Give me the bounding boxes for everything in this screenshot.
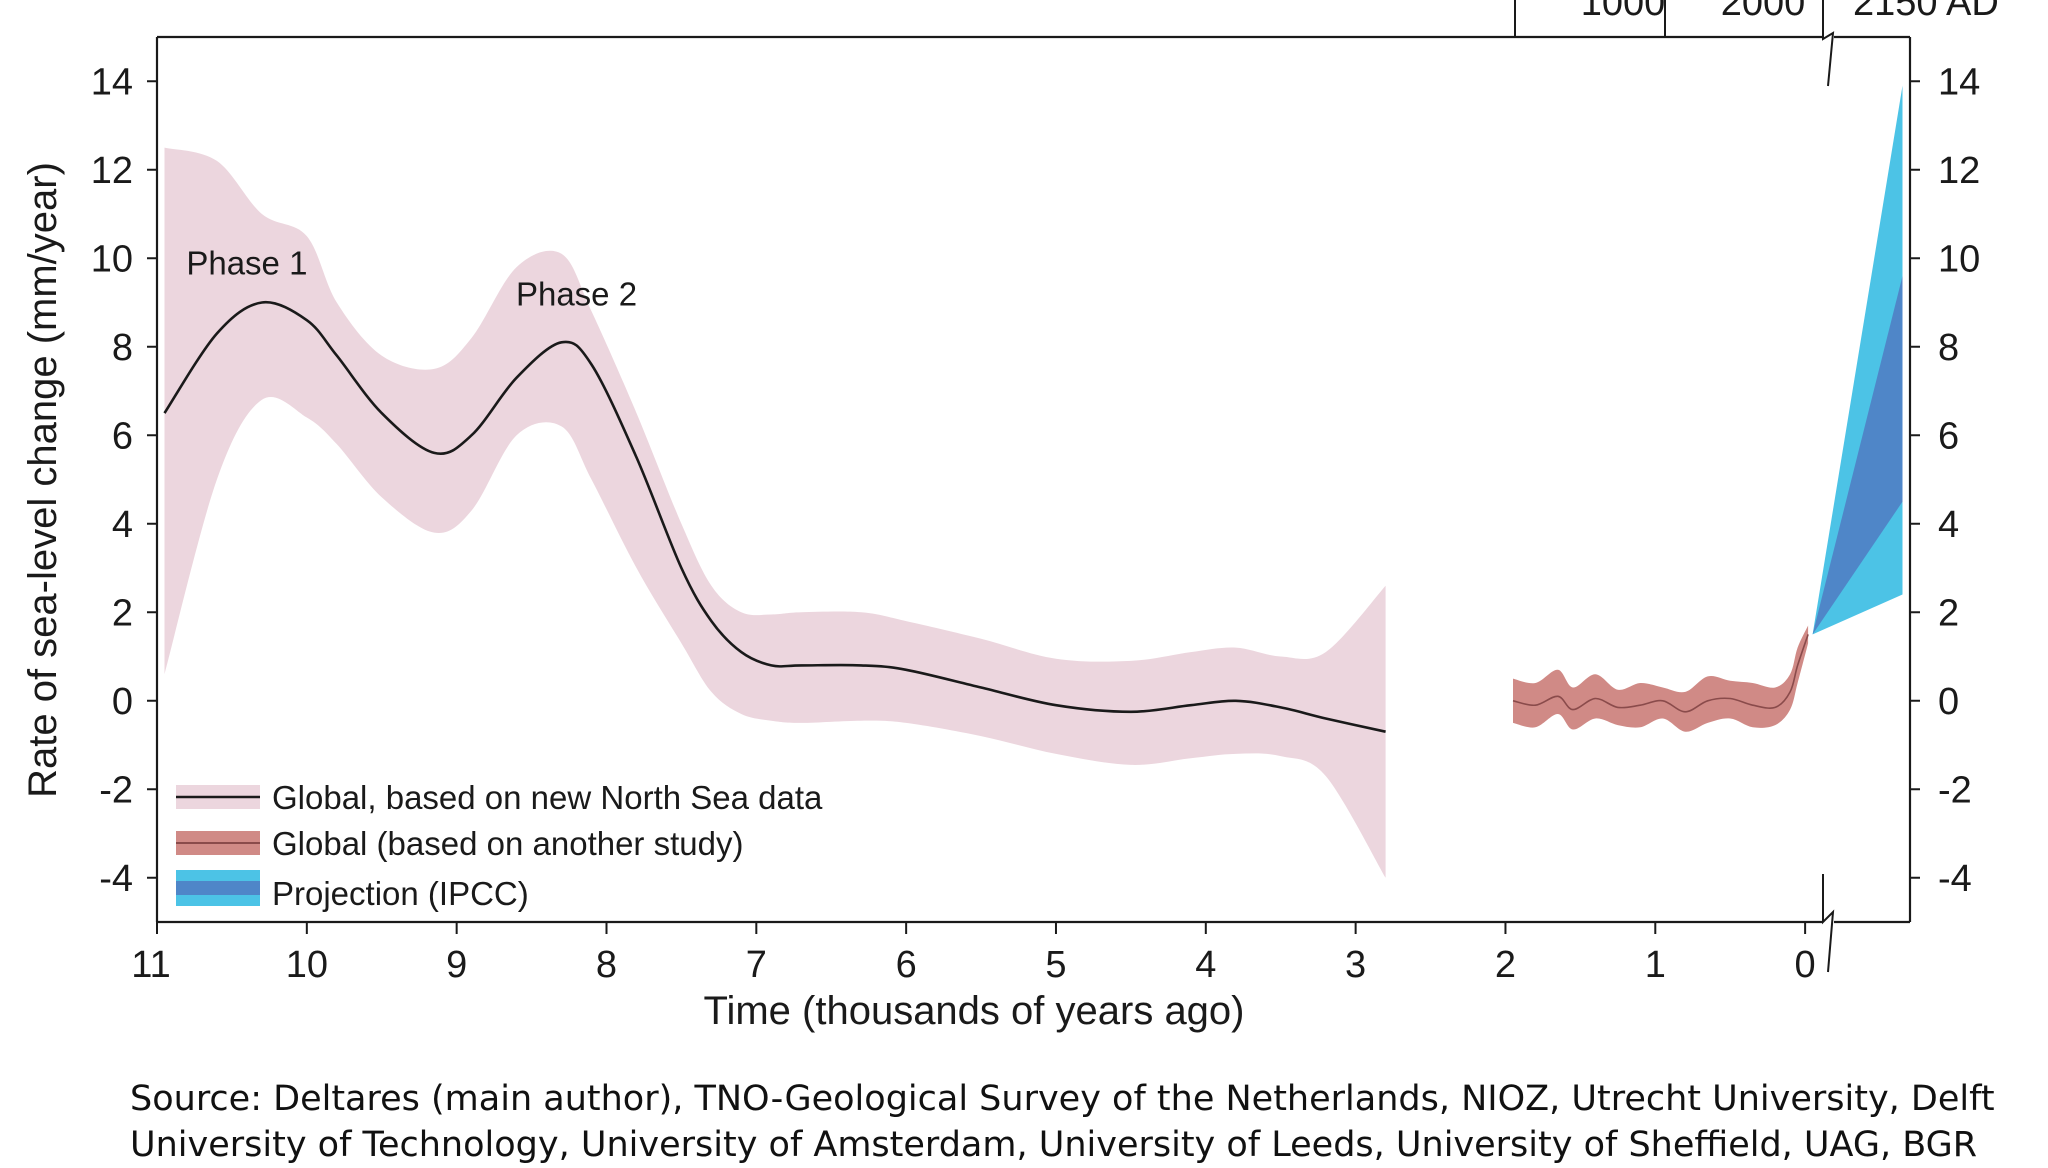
top-tick-label: 2150 AD <box>1853 0 1999 24</box>
y-tick-label-right: 4 <box>1938 504 1959 546</box>
y-tick-label-right: 0 <box>1938 681 1959 723</box>
x-axis-title: Time (thousands of years ago) <box>704 989 1245 1033</box>
source-line-1: Source: Deltares (main author), TNO-Geol… <box>130 1079 1995 1119</box>
legend: Global, based on new North Sea data Globa… <box>176 779 823 912</box>
projection-inner-band <box>1812 275 1903 635</box>
y-tick-label-right: 6 <box>1938 415 1959 457</box>
legend-label: Global (based on another study) <box>272 825 743 862</box>
x-tick-label: 6 <box>896 944 917 986</box>
y-tick-label-right: -4 <box>1938 858 1972 900</box>
y-tick-label-left: -4 <box>99 858 133 900</box>
top-axis-break-mark <box>1822 0 1835 87</box>
y-tick-label-right: 2 <box>1938 592 1959 634</box>
x-tick-label: 8 <box>596 944 617 986</box>
y-tick-label-left: 6 <box>112 415 133 457</box>
top-axis-ticks: 1000 2000 2150 AD <box>1514 0 1999 37</box>
y-tick-label-left: 0 <box>112 681 133 723</box>
x-tick-label: 10 <box>286 944 328 986</box>
y-axis-right-ticks: -4 -2 0 2 4 6 8 10 12 14 <box>1910 61 1980 900</box>
x-tick-label: 7 <box>746 944 767 986</box>
phase-annotation: Phase 2 <box>516 276 637 313</box>
y-axis-left-ticks: -4 -2 0 2 4 6 8 10 12 14 <box>91 61 157 900</box>
y-tick-label-left: 12 <box>91 150 133 192</box>
source-credit: Source: Deltares (main author), TNO-Geol… <box>130 1076 2020 1168</box>
x-axis-ticks: 11 10 9 8 7 6 5 4 3 2 1 0 <box>131 922 1816 986</box>
x-tick-label: 3 <box>1345 944 1366 986</box>
y-tick-label-left: 10 <box>91 238 133 280</box>
legend-label: Projection (IPCC) <box>272 875 529 912</box>
series-lines <box>163 300 1809 733</box>
y-tick-label-left: 8 <box>112 327 133 369</box>
y-tick-label-right: 12 <box>1938 150 1980 192</box>
y-tick-label-left: 2 <box>112 592 133 634</box>
top-tick-label: 2000 <box>1721 0 1806 24</box>
phase-annotations: Phase 1 Phase 2 <box>186 245 637 313</box>
legend-label: Global, based on new North Sea data <box>272 779 823 816</box>
top-tick-label: 1000 <box>1581 0 1666 24</box>
y-tick-label-right: 8 <box>1938 327 1959 369</box>
other-study-uncertainty-band <box>1513 625 1809 732</box>
phase-annotation: Phase 1 <box>186 245 307 282</box>
x-tick-label: 9 <box>446 944 467 986</box>
x-tick-label: 11 <box>131 944 170 986</box>
north-sea-line <box>163 300 1386 733</box>
x-tick-label: 0 <box>1795 944 1816 986</box>
y-tick-label-right: -2 <box>1938 769 1972 811</box>
legend-swatch-projection-inner <box>176 881 260 895</box>
north-sea-uncertainty-band <box>164 147 1386 878</box>
x-tick-label: 4 <box>1195 944 1216 986</box>
source-line-2: University of Technology, University of … <box>130 1125 1978 1165</box>
y-tick-label-left: 14 <box>91 61 133 103</box>
bottom-axis-break-mark <box>1822 874 1835 973</box>
plot-frame <box>155 0 1912 973</box>
y-axis-title: Rate of sea-level change (mm/year) <box>21 162 65 798</box>
other-study-line <box>1512 634 1809 713</box>
y-tick-label-right: 14 <box>1938 61 1980 103</box>
y-tick-label-left: 4 <box>112 504 133 546</box>
x-tick-label: 2 <box>1495 944 1516 986</box>
x-tick-label: 5 <box>1045 944 1066 986</box>
uncertainty-bands <box>164 85 1903 878</box>
x-tick-label: 1 <box>1645 944 1666 986</box>
y-tick-label-left: -2 <box>99 769 133 811</box>
y-tick-label-right: 10 <box>1938 238 1980 280</box>
